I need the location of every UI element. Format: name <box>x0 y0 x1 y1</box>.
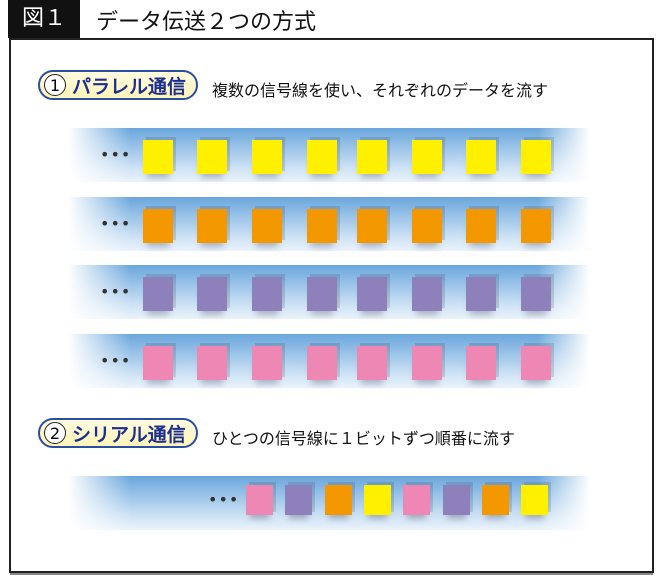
figure-title: データ伝送２つの方式 <box>96 10 317 35</box>
data-bit <box>357 140 387 174</box>
data-bit <box>307 277 337 311</box>
data-bit <box>521 277 551 311</box>
data-bit <box>412 208 442 243</box>
data-bit <box>252 277 282 311</box>
data-bit <box>412 277 442 311</box>
data-bit <box>307 208 337 243</box>
data-bit <box>521 485 549 515</box>
ellipsis: ••• <box>100 350 132 370</box>
data-bit <box>246 485 273 515</box>
data-bit <box>363 485 391 515</box>
data-bit <box>521 345 551 380</box>
data-bit <box>197 140 227 174</box>
data-bit <box>252 208 282 243</box>
data-bit <box>466 208 496 243</box>
data-bit <box>521 208 551 243</box>
parallel-label: 1 パラレル通信 <box>38 70 198 100</box>
data-bit <box>197 345 227 380</box>
data-bit <box>466 140 496 174</box>
parallel-title: パラレル通信 <box>72 75 187 98</box>
data-bit <box>197 208 227 243</box>
parallel-description: 複数の信号線を使い、それぞれのデータを流す <box>212 81 549 100</box>
data-bit <box>252 345 282 380</box>
data-bit <box>442 485 470 515</box>
figure-frame <box>9 38 654 573</box>
data-bit <box>285 485 313 515</box>
data-bit <box>481 485 509 515</box>
ellipsis: ••• <box>100 213 132 233</box>
data-bit <box>357 208 387 243</box>
number-badge: 2 <box>44 422 66 444</box>
serial-label: 2 シリアル通信 <box>38 418 198 448</box>
data-bit <box>412 345 442 380</box>
data-bit <box>412 140 442 174</box>
data-bit <box>197 277 227 311</box>
ellipsis: ••• <box>100 145 132 164</box>
serial-title: シリアル通信 <box>72 423 186 446</box>
data-bit <box>252 140 282 174</box>
data-bit <box>143 277 173 311</box>
data-bit <box>143 208 173 243</box>
data-bit <box>357 345 387 380</box>
data-bit <box>466 277 496 311</box>
data-bit <box>521 140 551 174</box>
serial-description: ひとつの信号線に１ビットずつ順番に流す <box>212 429 515 448</box>
number-badge: 1 <box>44 74 66 96</box>
ellipsis: ••• <box>208 490 240 509</box>
data-bit <box>307 345 337 380</box>
data-bit <box>403 485 431 515</box>
data-bit <box>307 140 337 174</box>
ellipsis: ••• <box>100 282 132 301</box>
data-bit <box>324 485 352 515</box>
data-bit <box>357 277 387 311</box>
data-bit <box>466 345 496 380</box>
figure-label: 図１ <box>8 0 80 38</box>
data-bit <box>143 345 173 380</box>
data-bit <box>143 140 173 174</box>
